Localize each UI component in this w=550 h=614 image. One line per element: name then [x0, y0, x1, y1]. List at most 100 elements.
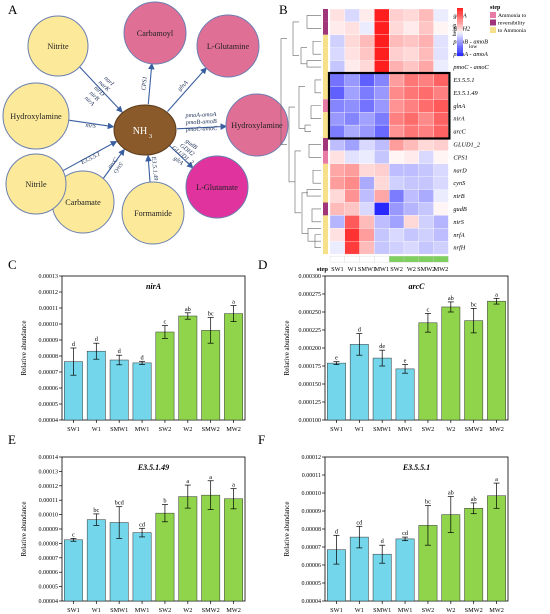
heatmap-cell	[344, 34, 360, 48]
x-tick-label: SW2	[159, 607, 172, 614]
heatmap-cell	[418, 202, 434, 216]
x-tick-label: MW1	[398, 607, 413, 614]
bar	[418, 322, 438, 421]
row-category-cell	[323, 150, 328, 164]
heatmap-cell	[418, 137, 434, 152]
compound-node	[225, 93, 289, 157]
compound-node	[5, 153, 67, 215]
row-category-cell	[323, 125, 328, 138]
heatmap-cell	[359, 34, 375, 48]
bar	[487, 495, 506, 602]
heatmap-cell	[374, 163, 390, 177]
dendrogram-branch	[312, 169, 321, 184]
heatmap-cell	[403, 202, 419, 216]
significance-letter: a	[495, 291, 498, 298]
significance-letter: a	[209, 474, 212, 481]
gene-label: nirS	[85, 122, 96, 130]
significance-letter: ab	[471, 496, 477, 503]
y-tick-label: 0.00004	[39, 599, 59, 605]
heatmap-cell	[389, 202, 405, 216]
y-axis-label: Relative abundance	[283, 320, 291, 375]
scale-high-label: heigh	[452, 24, 458, 36]
heatmap-cell	[389, 86, 405, 100]
compound-node	[2, 82, 70, 150]
heatmap-cell	[374, 189, 390, 203]
row-category-cell	[323, 202, 328, 216]
y-tick-label: 0.00010	[302, 491, 322, 497]
heatmap-cell	[374, 21, 390, 35]
heatmap-cell	[403, 124, 419, 139]
y-axis-label: Relative abundance	[283, 501, 291, 556]
heatmap-cell	[433, 189, 449, 203]
heatmap-cell	[403, 86, 419, 100]
chart-title: arcC	[409, 282, 426, 291]
x-tick-label: W2	[183, 426, 192, 433]
significance-letter: c	[72, 531, 75, 538]
significance-letter: a	[495, 476, 498, 483]
scale-step	[457, 17, 463, 20]
significance-letter: a	[232, 299, 235, 306]
edge-arrow	[62, 141, 118, 172]
row-label: arcC	[453, 129, 466, 136]
x-tick-label: SMW1	[110, 426, 128, 433]
x-tick-label: SMW1	[373, 426, 391, 433]
legend-label: Ammonia to	[498, 13, 526, 19]
panel-letter: F	[258, 432, 265, 447]
heatmap-panel: BstepSW1W1SMW1MW1SW2W2SMW2MW2gdhAGDH2pmo…	[279, 2, 526, 273]
heatmap-cell	[329, 189, 345, 203]
scale-step	[457, 12, 463, 15]
compound-node	[185, 155, 249, 219]
edge-arrow	[176, 123, 228, 130]
panel-letter: C	[8, 257, 17, 272]
heatmap-cell	[374, 34, 390, 48]
heatmap-cell	[344, 189, 360, 203]
x-tick-label: W1	[92, 426, 101, 433]
y-tick-label: 0.00009	[39, 527, 59, 533]
significance-letter: ab	[448, 490, 454, 497]
heatmap-cell	[403, 73, 419, 87]
heatmap-cell	[418, 47, 434, 61]
dendrogram-branch	[314, 79, 321, 94]
dendrogram-branch	[306, 189, 321, 197]
heatmap-cell	[344, 137, 360, 152]
heatmap-cell	[329, 99, 345, 113]
heatmap-cell	[403, 137, 419, 152]
heatmap-cell	[329, 47, 345, 61]
chart-title: E3.5.5.1	[402, 463, 430, 472]
heatmap-cell	[418, 60, 434, 74]
heatmap-cell	[433, 137, 449, 152]
significance-letter: bcd	[115, 500, 125, 507]
highlight-box	[327, 71, 451, 140]
heatmap-cell	[329, 8, 345, 23]
bar	[201, 494, 221, 602]
legend-title: step	[490, 5, 501, 11]
heatmap-cell	[359, 124, 375, 139]
significance-letter: d	[140, 354, 144, 361]
heatmap-cell	[403, 176, 419, 190]
compound-node	[196, 14, 260, 78]
heatmap-cell	[403, 21, 419, 35]
heatmap-cell	[418, 150, 434, 164]
compound-label: L-Glutamate	[196, 183, 238, 192]
dendrogram-branch	[306, 60, 321, 68]
nh3-subscript: 3	[149, 133, 152, 140]
significance-letter: e	[404, 358, 407, 365]
scale-step	[457, 54, 463, 57]
heatmap-cell	[374, 202, 390, 216]
compound-label: Hydroxylamine	[10, 112, 62, 121]
legend-label: reversibility	[498, 21, 525, 27]
y-tick-label: 0.000100	[299, 418, 322, 424]
y-tick-label: 0.00007	[39, 370, 59, 376]
column-label: W1	[348, 266, 357, 273]
edge-arrow	[167, 67, 207, 112]
x-tick-label: SW2	[422, 607, 435, 614]
row-category-cell	[323, 21, 328, 35]
row-category-cell	[323, 47, 328, 61]
y-tick-label: 0.00006	[39, 386, 59, 392]
edge-arrow	[102, 148, 125, 179]
heatmap-cell	[329, 137, 345, 152]
heatmap-cell	[359, 47, 375, 61]
y-tick-label: 0.00005	[39, 585, 59, 591]
dendrogram-branch	[312, 40, 321, 55]
